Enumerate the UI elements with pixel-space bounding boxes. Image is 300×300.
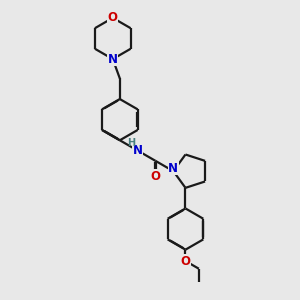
Text: O: O: [181, 254, 190, 268]
Text: O: O: [151, 170, 160, 183]
Text: N: N: [133, 144, 143, 157]
Text: N: N: [108, 52, 118, 66]
Text: N: N: [168, 162, 178, 175]
Text: O: O: [108, 11, 118, 24]
Text: H: H: [128, 138, 136, 148]
